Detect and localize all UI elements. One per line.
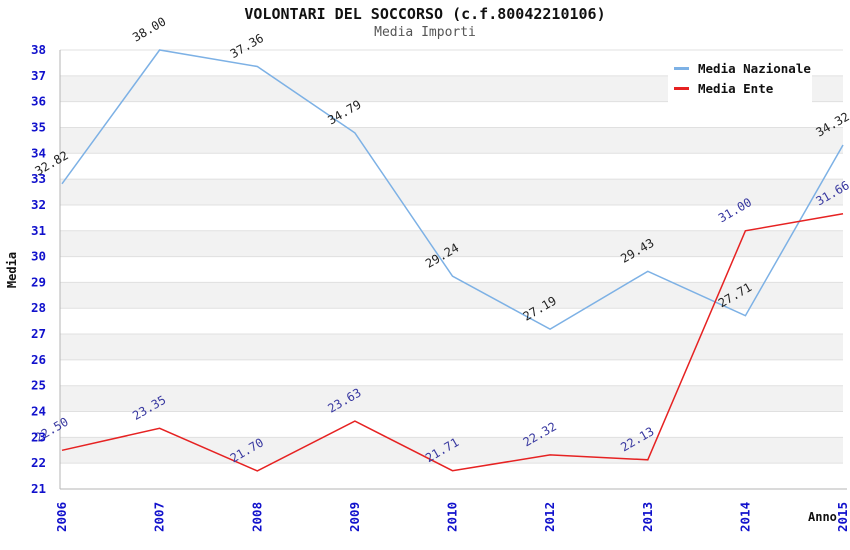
svg-text:2010: 2010 (445, 502, 460, 532)
svg-text:34: 34 (31, 145, 46, 160)
svg-text:26: 26 (31, 352, 46, 367)
svg-text:38.00: 38.00 (130, 14, 168, 44)
legend-item-media-ente: Media Ente (674, 78, 808, 98)
svg-text:30: 30 (31, 249, 46, 264)
chart-title: VOLONTARI DEL SOCCORSO (c.f.80042210106) (244, 5, 606, 23)
svg-text:24: 24 (31, 404, 46, 419)
x-tick-labels: 2006 2007 2008 2009 2010 2012 2013 2014 2015 (54, 502, 850, 532)
svg-text:38: 38 (31, 42, 46, 57)
svg-text:22: 22 (31, 455, 46, 470)
svg-text:2007: 2007 (152, 502, 167, 532)
svg-text:27: 27 (31, 326, 46, 341)
red-line-swatch-icon (674, 86, 689, 90)
series-line-media-nazionale (61, 49, 844, 331)
svg-text:28: 28 (31, 300, 46, 315)
legend-item-media-nazionale: Media Nazionale (674, 58, 811, 78)
svg-text:32: 32 (31, 197, 46, 212)
svg-text:2013: 2013 (640, 502, 655, 532)
legend-label: Media Nazionale (698, 60, 811, 76)
chart-subtitle: Media Importi (374, 25, 476, 40)
blue-line-swatch-icon (674, 66, 689, 70)
svg-text:21: 21 (31, 481, 46, 496)
svg-text:23: 23 (31, 429, 46, 444)
svg-text:33: 33 (31, 171, 46, 186)
svg-text:36: 36 (31, 94, 46, 109)
x-axis-title: Anno (808, 510, 837, 524)
svg-text:35: 35 (31, 119, 46, 134)
svg-text:2014: 2014 (737, 502, 752, 532)
series-line-media-ente (61, 212, 844, 472)
legend: Media Nazionale Media Ente (668, 52, 812, 104)
svg-text:31: 31 (31, 223, 46, 238)
legend-label: Media Ente (698, 80, 774, 96)
svg-text:37: 37 (31, 68, 46, 83)
svg-text:2009: 2009 (347, 502, 362, 532)
axis-lines (59, 50, 847, 490)
y-tick-labels: 21 22 23 24 25 26 27 28 29 30 31 32 33 34 35 36 37 38 (31, 42, 46, 496)
svg-text:25: 25 (31, 378, 46, 393)
svg-text:2015: 2015 (835, 502, 850, 532)
grid-bands (60, 50, 843, 489)
svg-text:2012: 2012 (542, 502, 557, 532)
svg-text:2006: 2006 (54, 502, 69, 532)
svg-text:29: 29 (31, 274, 46, 289)
gridlines (60, 49, 843, 464)
svg-text:2008: 2008 (249, 502, 264, 532)
